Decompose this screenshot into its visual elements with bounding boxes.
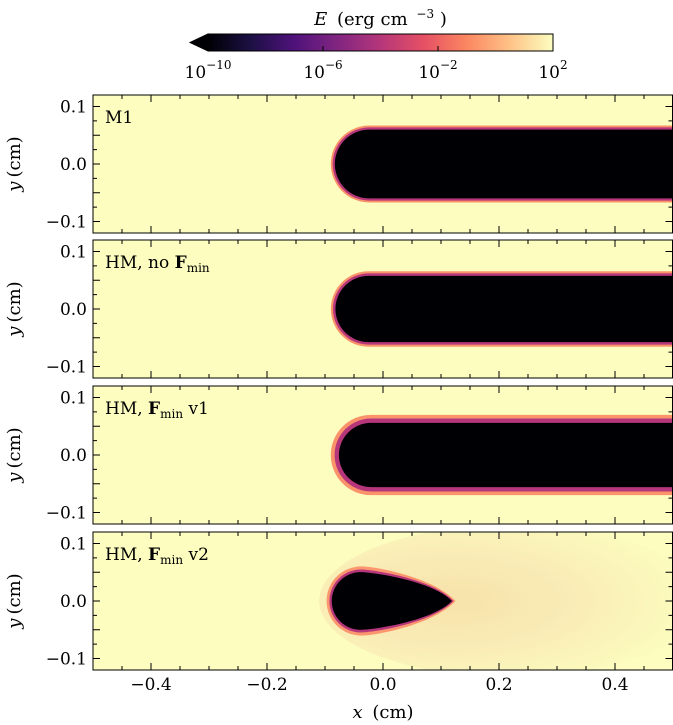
y-axis-label: y(cm) <box>4 281 25 337</box>
heatmap-field <box>93 532 673 670</box>
colorbar-tick-label: 102 <box>538 58 567 83</box>
colorbar-title-units: (erg cm <box>337 9 408 30</box>
forward-glow <box>319 532 673 670</box>
colorbar-title-close: ) <box>440 9 447 30</box>
x-tick-label: 0.2 <box>485 675 512 695</box>
x-axis-label-var: x <box>352 702 362 723</box>
panel-label: HM, Fmin v2 <box>105 545 209 567</box>
shadow-core <box>338 422 673 488</box>
y-axis-label: y(cm) <box>4 136 25 192</box>
shadow-core <box>335 275 673 343</box>
y-tick-label: 0.0 <box>60 300 87 320</box>
panels: 0.1 0.0 −0.1 y(cm) M1 0.1 0.0 −0.1 y(cm) HM, no F… <box>4 94 673 695</box>
panel-1: 0.1 0.0 −0.1 y(cm) M1 <box>4 94 673 234</box>
panel-label: HM, no Fmin <box>105 253 210 275</box>
y-tick-label: −0.1 <box>46 504 87 524</box>
x-tick-label: −0.4 <box>130 675 171 695</box>
y-tick-label: 0.1 <box>60 535 87 555</box>
panel-2: 0.1 0.0 −0.1 y(cm) HM, no Fmin <box>4 239 673 379</box>
shadow-core <box>331 572 452 630</box>
y-axis-label: y(cm) <box>4 427 25 483</box>
x-tick-label: 0.4 <box>601 675 628 695</box>
y-tick-label: −0.1 <box>46 650 87 670</box>
x-axis-label-units: (cm) <box>372 702 413 723</box>
y-tick-label: 0.1 <box>60 389 87 409</box>
y-tick-label: −0.1 <box>46 213 87 233</box>
x-axis-label: x (cm) <box>352 702 413 723</box>
colorbar-title-var: E <box>313 9 327 30</box>
x-tick-label: −0.2 <box>246 675 287 695</box>
y-tick-label: 0.1 <box>60 243 87 263</box>
y-tick-label: 0.0 <box>60 592 87 612</box>
panel-label: M1 <box>105 108 133 128</box>
x-tick-label: 0.0 <box>369 675 396 695</box>
panel-3: 0.1 0.0 −0.1 y(cm) HM, Fmin v1 <box>4 385 673 525</box>
colorbar-gradient <box>207 33 554 52</box>
panel-label: HM, Fmin v1 <box>105 399 209 421</box>
y-tick-label: 0.1 <box>60 98 87 118</box>
colorbar-tick-label: 10−10 <box>185 58 232 83</box>
shadow-core <box>334 129 673 199</box>
y-tick-label: 0.0 <box>60 446 87 466</box>
y-tick-label: −0.1 <box>46 358 87 378</box>
colorbar: 10−10 10−6 10−2 102 E (erg cm −3 ) <box>185 2 568 83</box>
y-axis-label: y(cm) <box>4 573 25 629</box>
heatmap-field <box>93 95 673 233</box>
heatmap-field <box>93 386 673 524</box>
colorbar-tick-label: 10−6 <box>303 58 342 83</box>
y-tick-label: 0.0 <box>60 155 87 175</box>
colorbar-title: E (erg cm −3 ) <box>313 2 447 30</box>
colorbar-title-exp: −3 <box>416 7 434 21</box>
colorbar-ticks: 10−10 10−6 10−2 102 <box>185 46 568 83</box>
colorbar-extend-triangle <box>188 33 209 52</box>
colorbar-tick-label: 10−2 <box>418 58 457 83</box>
heatmap-field <box>93 240 673 378</box>
panel-4: 0.1 0.0 −0.1 −0.4 −0.2 0.0 0.2 0.4 y(cm) HM, Fmin… <box>4 531 673 695</box>
